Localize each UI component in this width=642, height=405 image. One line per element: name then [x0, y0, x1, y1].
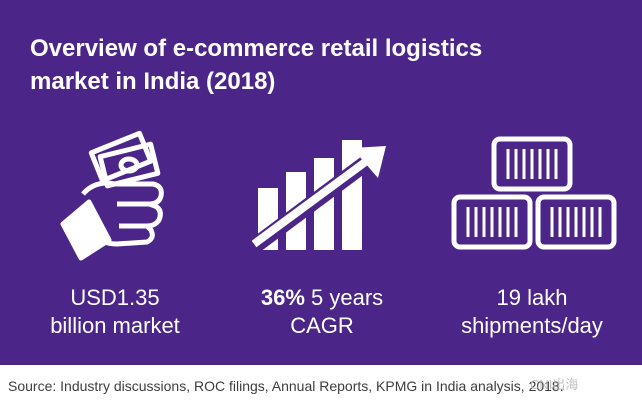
title-line-2: market in India (2018): [30, 68, 276, 95]
stat-cagr: 36% 5 years CAGR: [222, 284, 422, 340]
infographic-panel: Overview of e-commerce retail logistics …: [0, 0, 642, 365]
stat-cagr-percent: 36%: [260, 285, 305, 310]
stat-shipments: 19 lakh shipments/day: [432, 284, 632, 340]
hand-holding-money-icon: [60, 130, 164, 261]
title-line-1: Overview of e-commerce retail logistics: [30, 35, 483, 62]
growth-bar-chart-arrow-icon: [252, 140, 386, 255]
stat-cagr-years: 5 years: [304, 285, 384, 310]
stat-market-size-line1: USD1.35: [70, 285, 160, 310]
stat-market-size: USD1.35 billion market: [15, 284, 215, 340]
stat-shipments-line1: 19 lakh: [496, 285, 568, 310]
stat-shipments-line2: shipments/day: [461, 313, 603, 338]
stat-cagr-line2: CAGR: [290, 313, 354, 338]
stacked-boxes-icon: [451, 136, 617, 250]
watermark: CNI出海: [530, 377, 579, 392]
page-title: Overview of e-commerce retail logistics …: [30, 32, 590, 98]
stat-market-size-line2: billion market: [50, 313, 180, 338]
source-note: Source: Industry discussions, ROC filing…: [8, 378, 564, 394]
